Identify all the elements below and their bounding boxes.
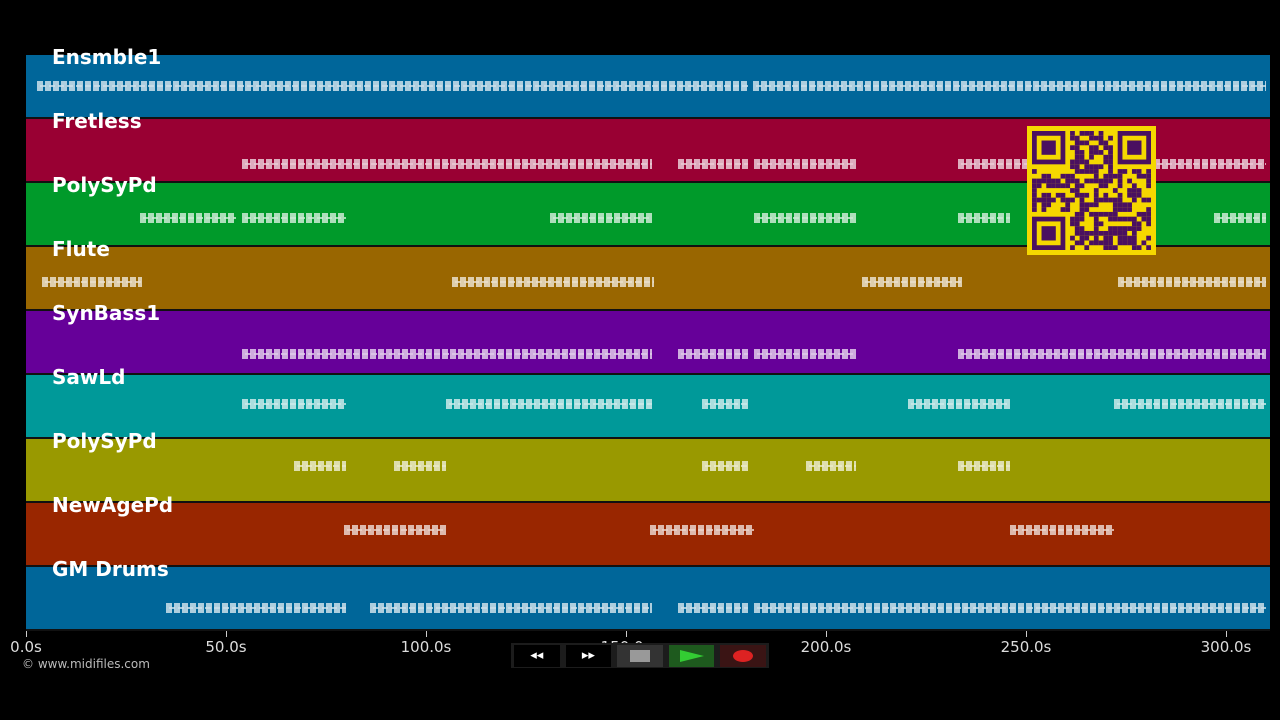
note-segment bbox=[242, 159, 652, 169]
note-segment bbox=[394, 461, 446, 471]
axis-tick bbox=[826, 631, 827, 637]
note-segment bbox=[1114, 399, 1266, 409]
copyright-text: © www.midifiles.com bbox=[22, 657, 150, 671]
track-name: PolySyPd bbox=[52, 429, 157, 453]
note-segment bbox=[452, 277, 654, 287]
note-segment bbox=[1154, 159, 1266, 169]
note-segment bbox=[1214, 213, 1266, 223]
fast-forward-button[interactable]: ▸▸ bbox=[565, 644, 612, 667]
note-segment bbox=[550, 213, 652, 223]
note-segment bbox=[958, 461, 1010, 471]
note-segment bbox=[242, 399, 346, 409]
note-segment bbox=[446, 399, 652, 409]
qr-code bbox=[1027, 126, 1156, 255]
stop-button[interactable] bbox=[617, 644, 663, 667]
play-icon bbox=[679, 649, 704, 662]
axis-tick bbox=[426, 631, 427, 637]
transport-controls: ◂◂ ▸▸ bbox=[511, 643, 769, 668]
play-button[interactable] bbox=[668, 644, 715, 667]
track-name: SynBass1 bbox=[52, 301, 161, 325]
note-segment bbox=[678, 159, 748, 169]
axis-tick bbox=[1026, 631, 1027, 637]
axis-tick-label: 300.0s bbox=[1200, 638, 1252, 656]
note-segment bbox=[678, 603, 748, 613]
fast-forward-icon: ▸▸ bbox=[581, 648, 595, 663]
note-segment bbox=[702, 461, 748, 471]
axis-tick-label: 100.0s bbox=[400, 638, 452, 656]
rewind-button[interactable]: ◂◂ bbox=[514, 644, 560, 667]
note-segment bbox=[140, 213, 236, 223]
track-lane bbox=[26, 55, 1270, 119]
note-segment bbox=[958, 349, 1266, 359]
track-lane bbox=[26, 311, 1270, 375]
axis-tick bbox=[626, 631, 627, 637]
axis-tick bbox=[26, 631, 27, 637]
axis-tick bbox=[226, 631, 227, 637]
note-segment bbox=[242, 349, 652, 359]
note-segment bbox=[754, 159, 856, 169]
note-segment bbox=[862, 277, 962, 287]
note-segment bbox=[678, 349, 748, 359]
track-lane bbox=[26, 503, 1270, 567]
note-segment bbox=[958, 159, 1030, 169]
stop-icon bbox=[629, 649, 650, 662]
rewind-icon: ◂◂ bbox=[530, 648, 544, 663]
note-segment bbox=[754, 213, 856, 223]
axis-tick-label: 200.0s bbox=[800, 638, 852, 656]
note-segment bbox=[1118, 277, 1266, 287]
track-name: Ensmble1 bbox=[52, 45, 162, 69]
note-segment bbox=[958, 213, 1010, 223]
note-segment bbox=[754, 349, 856, 359]
track-name: Flute bbox=[52, 237, 110, 261]
track-name: GM Drums bbox=[52, 557, 169, 581]
note-segment bbox=[242, 213, 346, 223]
track-name: NewAgePd bbox=[52, 493, 174, 517]
track-name: PolySyPd bbox=[52, 173, 157, 197]
axis-tick-label: 250.0s bbox=[1000, 638, 1052, 656]
note-segment bbox=[294, 461, 346, 471]
note-segment bbox=[344, 525, 446, 535]
note-segment bbox=[370, 603, 652, 613]
note-segment bbox=[650, 525, 754, 535]
track-name: Fretless bbox=[52, 109, 142, 133]
axis-tick bbox=[1226, 631, 1227, 637]
note-segment bbox=[37, 81, 748, 91]
note-segment bbox=[754, 603, 1266, 613]
track-lane bbox=[26, 439, 1270, 503]
axis-tick-label: 50.0s bbox=[205, 638, 247, 656]
note-segment bbox=[806, 461, 856, 471]
note-segment bbox=[1010, 525, 1114, 535]
track-lane bbox=[26, 375, 1270, 439]
track-lane bbox=[26, 247, 1270, 311]
note-segment bbox=[753, 81, 1266, 91]
note-segment bbox=[166, 603, 346, 613]
note-segment bbox=[702, 399, 748, 409]
record-button[interactable] bbox=[720, 644, 766, 667]
track-name: SawLd bbox=[52, 365, 126, 389]
track-lane bbox=[26, 567, 1270, 631]
note-segment bbox=[908, 399, 1010, 409]
note-segment bbox=[42, 277, 142, 287]
record-icon bbox=[733, 649, 754, 662]
axis-tick-label: 0.0s bbox=[10, 638, 42, 656]
